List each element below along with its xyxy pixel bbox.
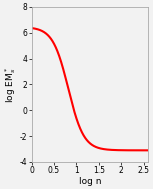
X-axis label: log n: log n bbox=[79, 177, 101, 186]
Y-axis label: log EM$_s^*$: log EM$_s^*$ bbox=[4, 66, 18, 103]
